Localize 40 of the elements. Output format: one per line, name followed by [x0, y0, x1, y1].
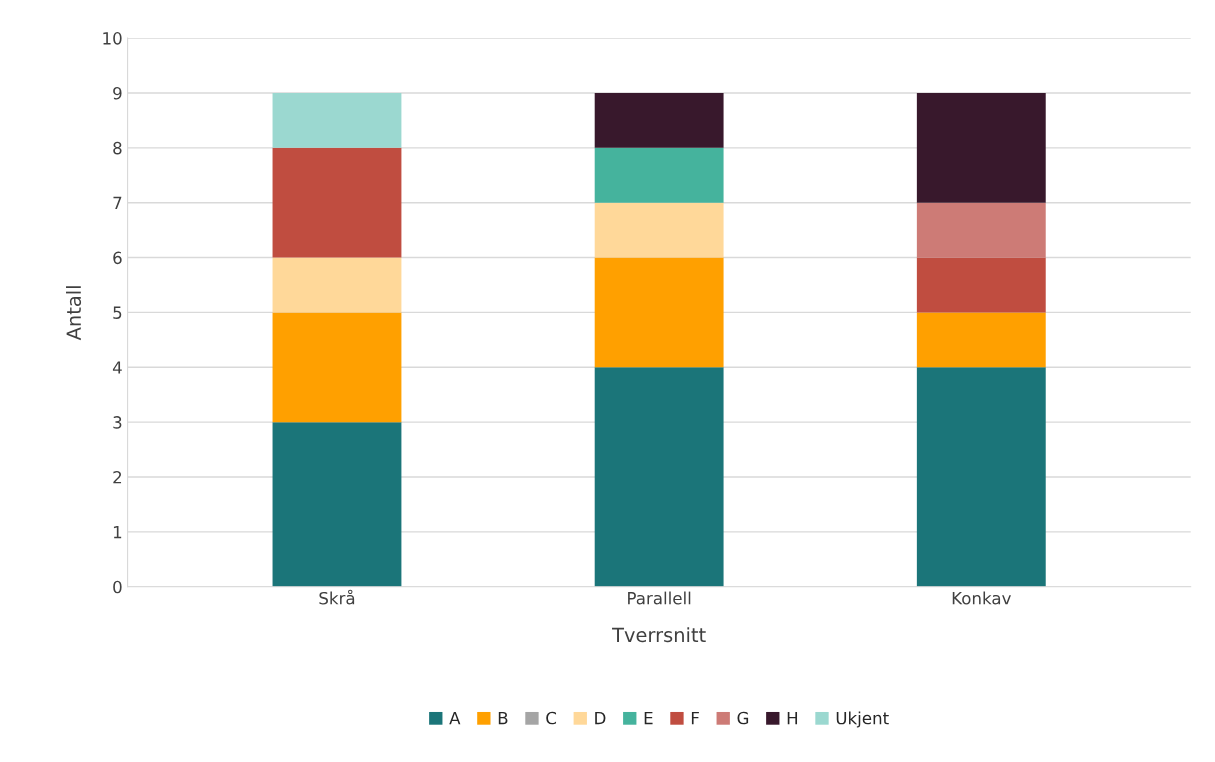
- x-axis-title: Tverrsnitt: [612, 627, 706, 643]
- bar: [272, 147, 402, 258]
- bar: [272, 312, 402, 423]
- y-tick-label: 5: [113, 306, 122, 319]
- x-tick-label: Parallell: [628, 591, 691, 605]
- y-tick-label: 6: [113, 251, 122, 265]
- legend-label: H: [787, 711, 798, 725]
- legend-label: F: [691, 711, 699, 725]
- bar: [916, 257, 1046, 313]
- bar: [594, 202, 724, 258]
- legend-label: B: [498, 711, 508, 725]
- y-tick-label: 8: [113, 141, 122, 155]
- y-tick-label: 0: [113, 580, 122, 594]
- legend-label: C: [546, 711, 557, 725]
- bar: [272, 92, 402, 148]
- legend-label: A: [449, 711, 461, 725]
- y-tick-label: 1: [113, 526, 122, 539]
- bar: [594, 367, 724, 587]
- y-tick-label: 3: [113, 416, 122, 429]
- legend-label: G: [737, 711, 749, 725]
- x-tick-label: Skrå: [319, 589, 355, 605]
- bar: [594, 92, 724, 148]
- bar: [916, 312, 1046, 368]
- legend-label: Ukjent: [836, 711, 889, 728]
- y-tick-label: 2: [113, 470, 122, 484]
- y-tick-label: 7: [113, 196, 122, 210]
- bar: [594, 257, 724, 368]
- y-axis-title: Antall: [66, 286, 82, 341]
- bar: [272, 257, 402, 313]
- bar: [916, 202, 1046, 258]
- y-tick-label: 4: [112, 361, 122, 374]
- y-tick-label: 10: [103, 32, 122, 45]
- bar: [272, 422, 402, 587]
- bar: [916, 92, 1046, 203]
- x-tick-label: Konkav: [952, 591, 1011, 605]
- y-tick-label: 9: [113, 86, 122, 100]
- bar: [916, 367, 1046, 587]
- bar: [594, 147, 724, 203]
- legend-label: E: [644, 711, 653, 725]
- legend-label: D: [595, 711, 606, 725]
